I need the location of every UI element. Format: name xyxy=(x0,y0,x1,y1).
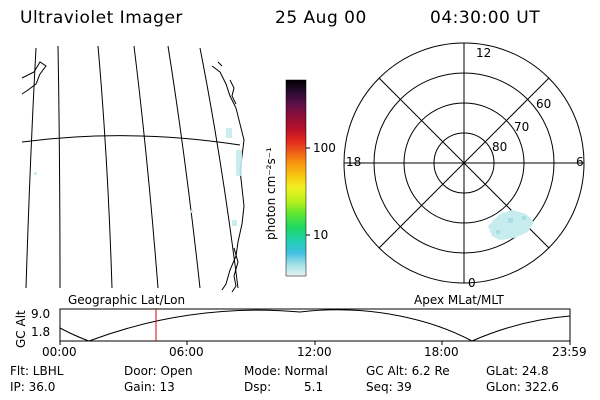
status-dsp: Dsp: xyxy=(244,380,272,394)
status-gain: Gain: 13 xyxy=(124,380,175,394)
colorbar-tick-10: 10 xyxy=(313,228,329,242)
orbit-ytick-1-8: 1.8 xyxy=(31,325,51,339)
orbit-xtick-0000: 00:00 xyxy=(42,345,77,359)
orbit-xtick-1200: 12:00 xyxy=(297,345,332,359)
lat-label-80: 80 xyxy=(492,140,508,154)
instrument-title: Ultraviolet Imager xyxy=(20,8,183,28)
status-flt: Flt: LBHL xyxy=(10,364,64,378)
aurora-patch xyxy=(488,210,534,240)
mlt-label-0: 0 xyxy=(468,276,476,290)
geographic-caption: Geographic Lat/Lon xyxy=(68,293,186,307)
status-seq: Seq: 39 xyxy=(366,380,412,394)
apex-caption: Apex MLat/MLT xyxy=(414,293,504,307)
lat-label-60: 60 xyxy=(536,97,552,111)
orbit-ylabel: GC Alt xyxy=(14,310,28,348)
colorbar xyxy=(285,79,310,277)
orbit-altitude-plot xyxy=(59,308,571,345)
status-glat: GLat: 24.8 xyxy=(486,364,549,378)
status-ip: IP: 36.0 xyxy=(10,380,56,394)
mlt-label-6: 6 xyxy=(576,155,584,169)
orbit-ytick-9: 9.0 xyxy=(31,307,51,321)
status-glon: GLon: 322.6 xyxy=(486,380,559,394)
orbit-xtick-1800: 18:00 xyxy=(424,345,459,359)
colorbar-unit-label: photon cm⁻²s⁻¹ xyxy=(264,147,278,240)
orbit-xtick-0600: 06:00 xyxy=(169,345,204,359)
status-door: Door: Open xyxy=(124,364,193,378)
polar-plot xyxy=(343,42,585,284)
status-dsp-value: 5.1 xyxy=(304,380,324,394)
mlt-label-12: 12 xyxy=(476,46,492,60)
status-mode: Mode: Normal xyxy=(244,364,328,378)
colorbar-tick-100: 100 xyxy=(313,141,336,155)
status-gcalt: GC Alt: 6.2 Re xyxy=(366,364,450,378)
lat-label-70: 70 xyxy=(514,120,530,134)
date-label: 25 Aug 00 xyxy=(275,8,367,28)
time-label: 04:30:00 UT xyxy=(430,8,541,28)
orbit-xtick-2359: 23:59 xyxy=(552,345,587,359)
mlt-label-18: 18 xyxy=(346,155,362,169)
geographic-map xyxy=(21,45,245,293)
